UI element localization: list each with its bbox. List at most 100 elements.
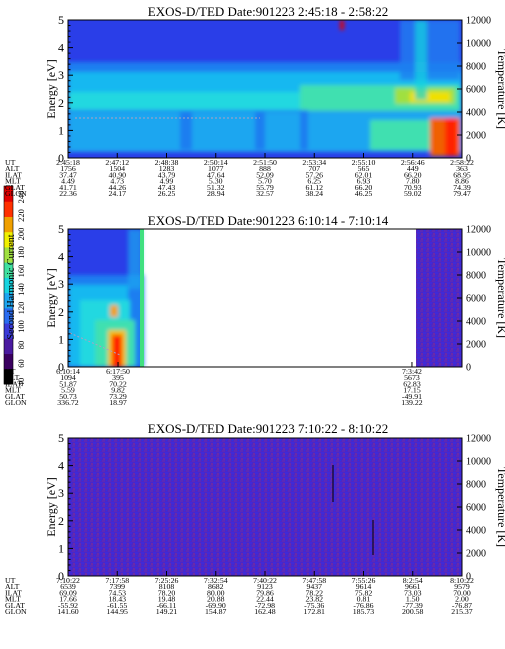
- table-cell: 2:47:12: [105, 158, 129, 167]
- table-cell: 2:48:38: [155, 158, 179, 167]
- y-tick-label: 4: [58, 41, 64, 55]
- y-tick-label: 5: [58, 431, 64, 445]
- panel-2-y2-axis: 0 2000 4000 6000 8000 10000 12000: [457, 225, 491, 374]
- colorbar-segment: [4, 186, 13, 202]
- table-cell: 2:55:10: [352, 158, 376, 167]
- colorbar-segment: [4, 292, 13, 309]
- y-tick-label: 5: [58, 222, 64, 236]
- table-cell: 62.83: [403, 379, 421, 388]
- table-cell: 43.79: [158, 170, 176, 179]
- y2-tick-label: 4000: [466, 526, 486, 537]
- panel-1-spectrogram: [68, 20, 462, 158]
- y-tick-label: 0: [58, 569, 64, 583]
- table-cell: 40.90: [108, 170, 126, 179]
- panel-2-spectrogram: [68, 229, 462, 367]
- table-cell: 68.95: [453, 170, 471, 179]
- y2-tick-label: 6000: [466, 85, 486, 96]
- table-cell: 38.24: [305, 189, 323, 198]
- table-cell: 1094: [60, 373, 76, 382]
- table-cell: 7:47:58: [302, 576, 326, 585]
- table-cell: 75.82: [355, 588, 373, 597]
- table-cell: 9614: [356, 582, 372, 591]
- table-cell: 66.20: [404, 170, 422, 179]
- table-cell: 78.20: [158, 588, 176, 597]
- colorbar-tick-label: 40: [16, 378, 26, 387]
- panel-3-ylabel: Energy [eV]: [44, 477, 58, 536]
- y-tick-label: 0: [58, 360, 64, 374]
- table-cell: 17.66: [59, 595, 77, 604]
- table-cell: -76.86: [353, 601, 373, 610]
- table-cell: 5.59: [61, 386, 75, 395]
- table-cell: 70.00: [453, 588, 471, 597]
- colorbar-segment: [4, 307, 13, 324]
- table-cell: 200.58: [402, 607, 424, 616]
- table-cell: 37.47: [59, 170, 77, 179]
- y2-tick-label: 2000: [466, 131, 486, 142]
- row-label: ILAT: [5, 588, 22, 597]
- table-cell: 52.09: [256, 170, 274, 179]
- y2-tick-label: 2000: [466, 549, 486, 560]
- row-label: ILAT: [5, 170, 22, 179]
- table-cell: 154.87: [205, 607, 227, 616]
- table-cell: 19.48: [158, 595, 176, 604]
- y-tick-label: 3: [58, 277, 64, 291]
- table-cell: 80.00: [207, 588, 225, 597]
- colorbar-segment: [4, 201, 13, 217]
- y2-tick-label: 0: [466, 572, 471, 583]
- table-cell: 6:10:14: [56, 367, 80, 376]
- row-label: GLON: [5, 607, 27, 616]
- y-tick-label: 1: [58, 541, 64, 555]
- table-cell: 5.70: [258, 177, 272, 186]
- table-cell: 4.99: [160, 177, 174, 186]
- table-cell: 162.48: [254, 607, 276, 616]
- table-cell: 172.81: [304, 607, 326, 616]
- colorbar-tick-label: 140: [16, 283, 26, 296]
- table-cell: 62.01: [355, 170, 373, 179]
- table-cell: 363: [456, 164, 468, 173]
- panel-1: EXOS-D/TED Date:901223 2:45:18 - 2:58:22: [5, 4, 505, 198]
- colorbar-tick-label: 240: [16, 191, 26, 204]
- y-tick-label: 5: [58, 13, 64, 27]
- colorbar-tick-label: 220: [16, 209, 26, 222]
- y2-tick-label: 6000: [466, 294, 486, 305]
- panel-3: EXOS-D/TED Date:901223 7:10:22 - 8:10:22…: [5, 421, 505, 616]
- table-cell: 74.53: [108, 588, 126, 597]
- table-cell: 7:40:22: [253, 576, 277, 585]
- table-cell: 79.47: [453, 189, 471, 198]
- table-cell: 8108: [159, 582, 175, 591]
- table-cell: 2:45:18: [56, 158, 80, 167]
- table-cell: 73.29: [109, 392, 127, 401]
- table-cell: -72.98: [255, 601, 275, 610]
- row-label: ALT: [5, 164, 20, 173]
- table-cell: 1756: [60, 164, 76, 173]
- table-cell: 7:17:58: [105, 576, 129, 585]
- table-cell: 565: [358, 164, 370, 173]
- table-cell: 215.37: [451, 607, 473, 616]
- y2-tick-label: 2000: [466, 340, 486, 351]
- panel-1-ylabel: Energy [eV]: [44, 59, 58, 118]
- y-tick-label: 2: [58, 305, 64, 319]
- colorbar-tick-label: 200: [16, 228, 26, 241]
- table-cell: 47.43: [158, 183, 176, 192]
- y2-tick-label: 0: [466, 154, 471, 165]
- table-cell: 1504: [109, 164, 125, 173]
- table-cell: 57.26: [305, 170, 323, 179]
- table-cell: 8:10:22: [450, 576, 474, 585]
- table-cell: 9437: [306, 582, 322, 591]
- table-cell: 4.73: [110, 177, 124, 186]
- y-tick-label: 1: [58, 123, 64, 137]
- table-cell: 24.17: [108, 189, 126, 198]
- table-cell: 20.88: [207, 595, 225, 604]
- table-cell: 2:53:34: [302, 158, 326, 167]
- row-label: GLAT: [5, 601, 25, 610]
- panel-1-title: EXOS-D/TED Date:901223 2:45:18 - 2:58:22: [148, 4, 388, 19]
- table-cell: 23.82: [305, 595, 323, 604]
- table-cell: 144.95: [107, 607, 129, 616]
- table-cell: 5673: [404, 373, 420, 382]
- panel-2-ylabel: Energy [eV]: [44, 268, 58, 327]
- colorbar-segment: [4, 353, 13, 370]
- table-cell: -55.92: [58, 601, 78, 610]
- table-cell: 44.26: [108, 183, 126, 192]
